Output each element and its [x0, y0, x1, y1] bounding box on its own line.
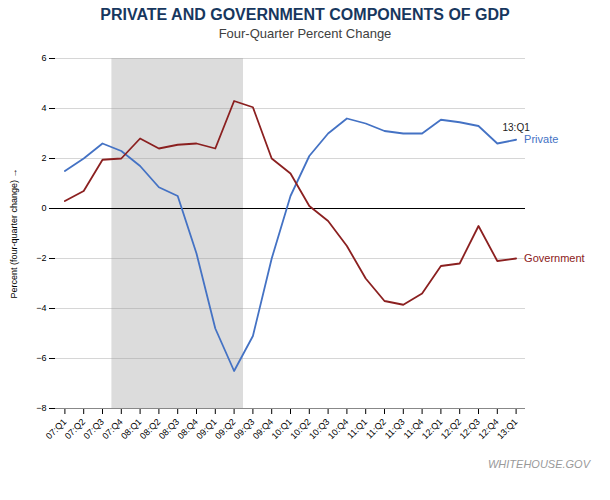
- svg-text:10:Q1: 10:Q1: [270, 417, 294, 441]
- svg-text:11:Q1: 11:Q1: [345, 417, 369, 441]
- svg-text:Percent (four-quarter change): Percent (four-quarter change) →: [9, 168, 19, 298]
- svg-text:08:Q3: 08:Q3: [157, 417, 181, 441]
- svg-text:−4: −4: [36, 303, 46, 313]
- svg-text:07:Q3: 07:Q3: [82, 417, 106, 441]
- svg-text:−6: −6: [36, 353, 46, 363]
- svg-text:11:Q3: 11:Q3: [383, 417, 407, 441]
- svg-text:2: 2: [41, 153, 46, 163]
- svg-text:13:Q1: 13:Q1: [502, 122, 530, 133]
- svg-text:12:Q3: 12:Q3: [458, 417, 482, 441]
- svg-text:12:Q1: 12:Q1: [420, 417, 444, 441]
- svg-text:09:Q1: 09:Q1: [194, 417, 218, 441]
- svg-text:08:Q1: 08:Q1: [119, 417, 143, 441]
- svg-text:0: 0: [41, 203, 46, 213]
- svg-text:07:Q2: 07:Q2: [63, 417, 87, 441]
- svg-text:11:Q2: 11:Q2: [364, 417, 388, 441]
- html-text:Four-Quarter Percent Change: Four-Quarter Percent Change: [218, 26, 392, 41]
- svg-text:Private: Private: [524, 133, 558, 145]
- svg-text:−2: −2: [36, 253, 46, 263]
- svg-text:07:Q1: 07:Q1: [44, 417, 68, 441]
- html-text:WHITEHOUSE.GOV: WHITEHOUSE.GOV: [487, 458, 590, 470]
- svg-text:10:Q2: 10:Q2: [288, 417, 312, 441]
- svg-text:12:Q4: 12:Q4: [476, 417, 500, 441]
- svg-text:10:Q4: 10:Q4: [326, 417, 350, 441]
- svg-text:6: 6: [41, 53, 46, 63]
- svg-text:09:Q4: 09:Q4: [251, 417, 275, 441]
- svg-text:12:Q2: 12:Q2: [439, 417, 463, 441]
- svg-text:08:Q4: 08:Q4: [176, 417, 200, 441]
- svg-text:11:Q4: 11:Q4: [401, 416, 426, 441]
- svg-text:Government: Government: [524, 252, 585, 264]
- svg-text:4: 4: [41, 103, 46, 113]
- html-text:PRIVATE AND GOVERNMENT COMPONE: PRIVATE AND GOVERNMENT COMPONENTS OF GDP: [100, 6, 510, 23]
- svg-text:09:Q2: 09:Q2: [213, 417, 237, 441]
- svg-text:07:Q4: 07:Q4: [100, 417, 124, 441]
- svg-text:10:Q3: 10:Q3: [307, 417, 331, 441]
- svg-text:08:Q2: 08:Q2: [138, 417, 162, 441]
- svg-text:−8: −8: [36, 403, 46, 413]
- svg-text:13:Q1: 13:Q1: [495, 417, 519, 441]
- svg-text:09:Q3: 09:Q3: [232, 417, 256, 441]
